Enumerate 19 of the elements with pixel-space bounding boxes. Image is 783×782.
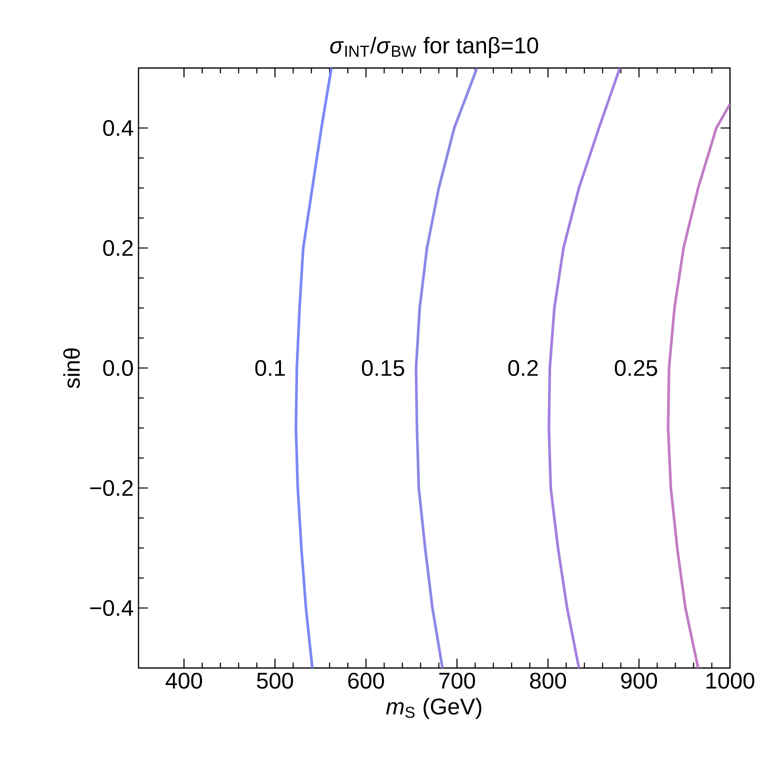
series-label: 0.1 — [255, 360, 285, 376]
series-label: 0.15 — [362, 360, 404, 376]
y-axis-title: sinθ — [63, 348, 80, 388]
x-tick-label: 700 — [439, 672, 476, 689]
series-label: 0.2 — [508, 360, 538, 376]
x-tick-label: 1000 — [706, 672, 754, 689]
x-tick-label: 900 — [621, 672, 658, 689]
y-tick-label: −0.2 — [90, 480, 133, 496]
x-tick-label: 500 — [256, 672, 294, 689]
y-tick-label: 0.0 — [103, 360, 133, 376]
chart-title: σ$_{INT}$/σ$_{BW}$ for tanβ=10 — [330, 36, 538, 58]
y-tick-label: −0.4 — [90, 600, 134, 616]
y-tick-label: 0.2 — [103, 240, 133, 256]
x-axis-title: m$_{S}$ (GeV) — [386, 698, 482, 720]
series-label: 0.25 — [614, 360, 658, 376]
x-tick-label: 600 — [348, 672, 384, 689]
y-tick-label: 0.4 — [103, 120, 134, 136]
x-tick-label: 400 — [166, 672, 202, 689]
x-tick-label: 800 — [530, 672, 566, 689]
